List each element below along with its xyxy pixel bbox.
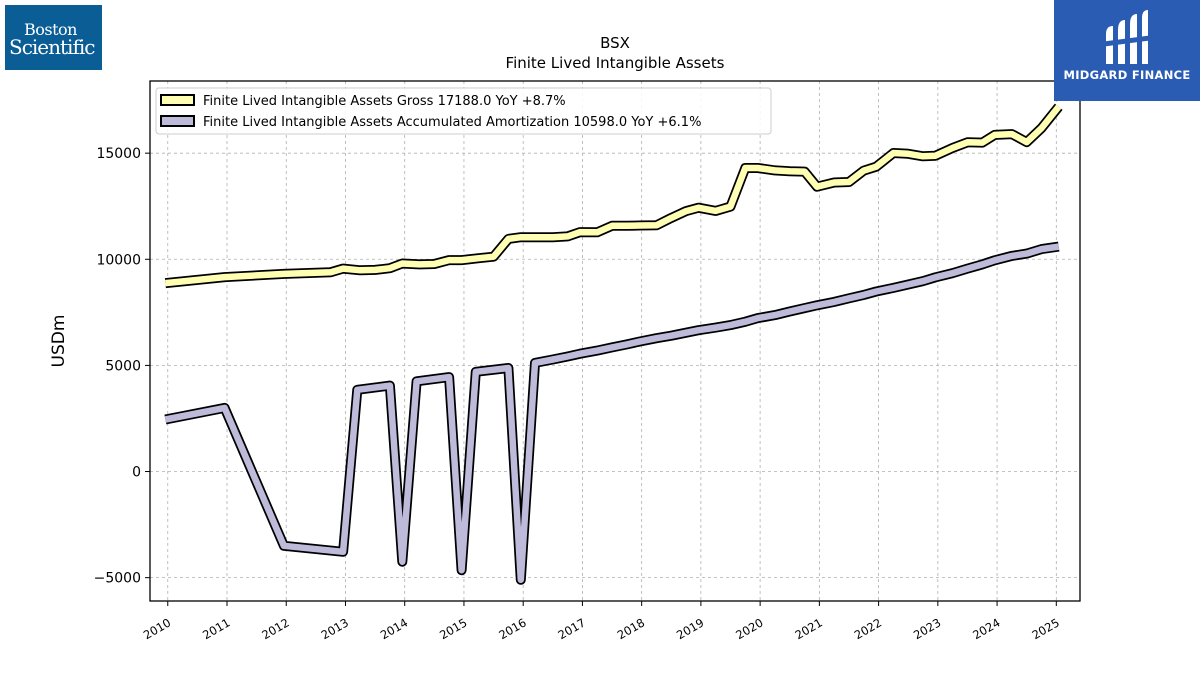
x-tick-label: 2020 xyxy=(733,615,765,642)
legend: Finite Lived Intangible Assets Gross 171… xyxy=(155,87,772,135)
axes: 2010 2011 2012 2013 2014 2015 2016 2017 2018 2019… xyxy=(94,146,1062,642)
grid xyxy=(150,81,1080,601)
x-tick-label: 2021 xyxy=(793,615,825,642)
y-tick-label: 5000 xyxy=(105,358,141,374)
x-tick-label: 2017 xyxy=(556,615,588,642)
boston-scientific-logo: Boston Scientific xyxy=(5,5,102,70)
x-tick-label: 2014 xyxy=(378,615,410,642)
brand-name: MIDGARD FINANCE xyxy=(1063,68,1191,82)
x-tick-label: 2016 xyxy=(496,615,528,642)
legend-label: Finite Lived Intangible Assets Gross 171… xyxy=(203,94,566,109)
x-tick-label: 2010 xyxy=(141,615,173,642)
y-axis-label: USDm xyxy=(49,315,69,368)
x-tick-label: 2024 xyxy=(970,615,1002,642)
x-tick-label: 2022 xyxy=(852,615,884,642)
logo-text-line2: Scientific xyxy=(9,35,95,59)
series-line-1 xyxy=(164,243,1060,584)
x-tick-label: 2025 xyxy=(1029,615,1061,642)
y-tick-label: −5000 xyxy=(94,571,141,587)
x-tick-label: 2015 xyxy=(437,615,469,642)
logo-text-line1: Boston xyxy=(24,20,77,39)
legend-label: Finite Lived Intangible Assets Accumulat… xyxy=(203,115,701,130)
plot-frame xyxy=(149,80,1081,602)
y-tick-label: 0 xyxy=(132,465,141,481)
y-tick-label: 10000 xyxy=(96,252,141,268)
legend-swatch xyxy=(160,94,195,106)
legend-box xyxy=(155,87,772,135)
x-tick-label: 2013 xyxy=(319,615,351,642)
x-tick-label: 2023 xyxy=(911,615,943,642)
series-layer xyxy=(164,103,1063,585)
x-tick-label: 2011 xyxy=(200,615,232,642)
series-outline-1 xyxy=(164,241,1060,585)
x-tick-label: 2012 xyxy=(259,615,291,642)
x-tick-label: 2019 xyxy=(674,615,706,642)
midgard-finance-logo: MIDGARD FINANCE xyxy=(1054,0,1200,101)
chart-subtitle: Finite Lived Intangible Assets xyxy=(506,54,725,72)
series-line-0 xyxy=(165,104,1062,287)
legend-swatch xyxy=(160,115,195,127)
chart-title: BSX xyxy=(600,34,630,52)
midgard-mark-icon xyxy=(1103,10,1151,64)
y-tick-label: 15000 xyxy=(96,146,141,162)
x-tick-label: 2018 xyxy=(615,615,647,642)
